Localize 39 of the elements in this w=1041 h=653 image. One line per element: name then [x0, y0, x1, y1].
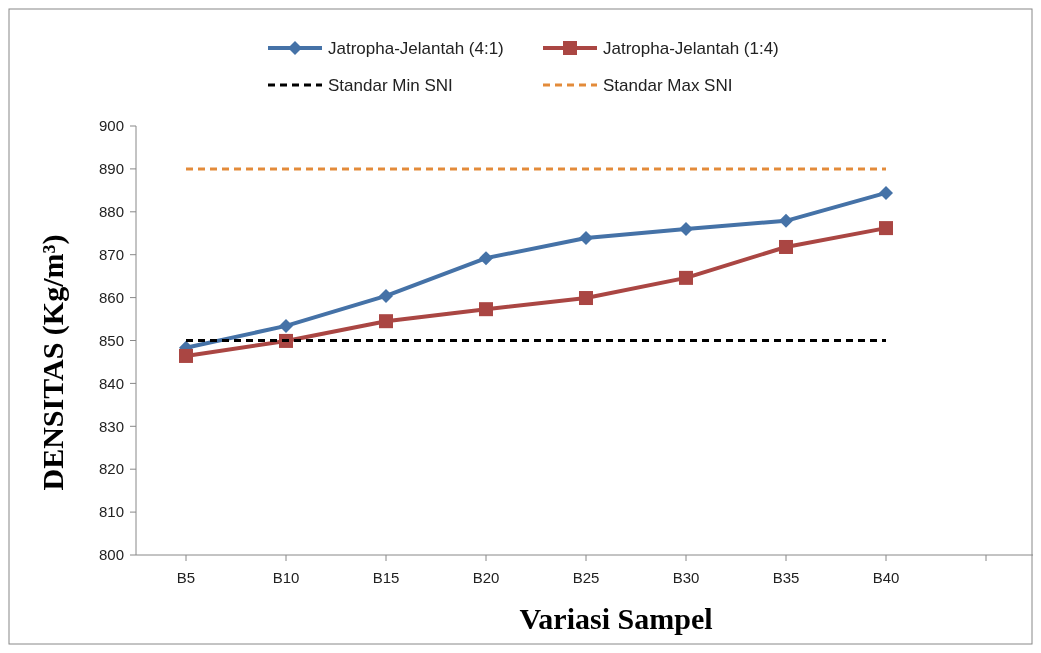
- legend-label: Jatropha-Jelantah (1:4): [603, 38, 779, 58]
- point: [279, 318, 293, 333]
- point: [479, 251, 493, 266]
- point: [879, 221, 893, 236]
- point: [879, 185, 893, 200]
- point: [579, 230, 593, 245]
- point: [379, 288, 393, 303]
- legend-label: Standar Min SNI: [328, 75, 453, 95]
- y-tick-label: 800: [98, 546, 124, 564]
- y-tick-label: 810: [98, 503, 124, 521]
- x-tick-label: B15: [372, 569, 400, 586]
- point: [679, 221, 693, 236]
- y-tick-label: 820: [98, 460, 124, 478]
- x-tick-label: B25: [572, 569, 600, 586]
- legend-label: Standar Max SNI: [603, 75, 733, 95]
- y-tick-label: 880: [98, 203, 124, 221]
- point: [679, 270, 693, 285]
- point: [179, 348, 193, 363]
- point: [579, 291, 593, 306]
- x-tick-label: B35: [772, 569, 800, 586]
- y-tick-label: 900: [98, 117, 124, 135]
- x-tick-label: B10: [272, 569, 300, 586]
- x-axis-title: Variasi Sampel: [519, 602, 713, 635]
- point: [379, 314, 393, 329]
- x-tick-label: B30: [672, 569, 700, 586]
- x-tick-label: B40: [872, 569, 900, 586]
- y-tick-label: 870: [98, 245, 124, 263]
- y-tick-label: 890: [98, 160, 124, 178]
- y-tick-label: 830: [98, 417, 124, 435]
- y-tick-label: 850: [98, 331, 124, 349]
- y-tick-label: 860: [98, 288, 124, 306]
- point: [479, 302, 493, 317]
- point: [779, 239, 793, 254]
- y-tick-label: 840: [98, 374, 124, 392]
- legend-label: Jatropha-Jelantah (4:1): [328, 38, 504, 58]
- y-axis-title: DENSITAS (Kg/m³): [36, 234, 70, 491]
- x-tick-label: B5: [176, 569, 196, 586]
- point: [779, 213, 793, 228]
- x-tick-label: B20: [472, 569, 500, 586]
